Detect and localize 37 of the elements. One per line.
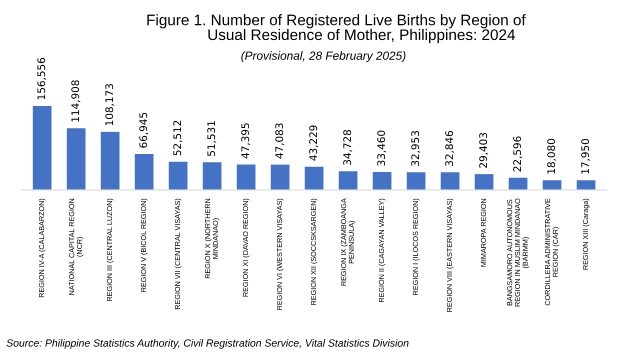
bar (542, 180, 562, 190)
bar (270, 164, 290, 190)
bar (576, 180, 596, 190)
data-label: 18,080 (547, 138, 556, 174)
bar (100, 132, 120, 190)
data-label: 156,556 (37, 58, 46, 100)
bar (440, 172, 460, 190)
bar (474, 174, 494, 190)
data-label: 114,908 (71, 80, 80, 122)
data-label: 32,846 (445, 130, 454, 166)
bar (32, 106, 52, 190)
bar (236, 164, 256, 190)
bar (338, 171, 358, 190)
bar (372, 172, 392, 190)
bar (66, 128, 86, 190)
data-label: 108,173 (105, 84, 114, 126)
data-label: 47,395 (241, 123, 250, 158)
bar (134, 154, 154, 190)
data-label: 66,945 (139, 112, 148, 148)
chart-title: Figure 1. Number of Registered Live Births by Region of Usual Residence of Mother, Philippines: 2024 (147, 14, 526, 44)
bar (168, 162, 188, 190)
data-label: 32,953 (411, 131, 420, 166)
chart-subtitle: (Provisional, 28 February 2025) (241, 51, 406, 62)
source-note: Source: Philippine Statistics Authority, Civil Registration Service, Vital Statistics Division (6, 339, 408, 349)
data-label: 33,460 (377, 130, 386, 166)
bar (508, 178, 528, 190)
data-label: 47,083 (275, 123, 284, 159)
data-label: 22,596 (513, 136, 522, 172)
data-label: 34,728 (343, 130, 352, 165)
data-label: 51,531 (207, 121, 216, 156)
bar (202, 162, 222, 190)
data-label: 52,512 (173, 120, 182, 156)
bar (304, 166, 324, 190)
data-label: 43,229 (309, 125, 318, 161)
data-label: 17,950 (581, 138, 590, 174)
data-label: 29,403 (479, 132, 488, 168)
bar (406, 172, 426, 190)
